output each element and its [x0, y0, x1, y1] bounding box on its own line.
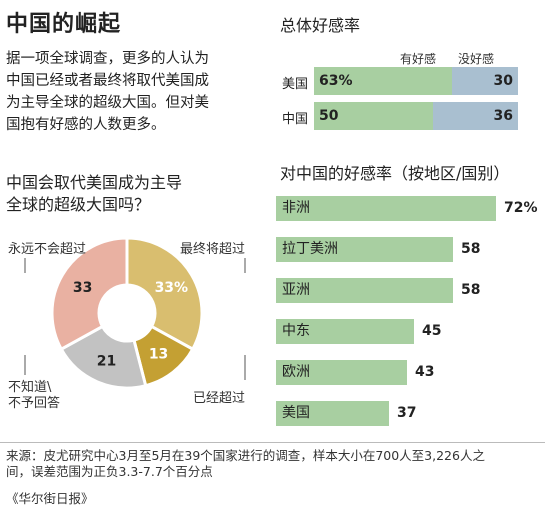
label-already: 已经超过: [193, 391, 246, 406]
region-chart-title: 对中国的好感率（按地区/国别）: [280, 164, 510, 183]
region-value-label: 45: [422, 323, 442, 339]
region-bar: 欧洲: [276, 360, 407, 385]
intro-line: 为主导全球的超级大国。但对美: [6, 95, 209, 111]
source-note: 来源：皮尤研究中心3月至5月在39个国家进行的调查，样本大小在700人至3,22…: [6, 448, 541, 480]
label-never: 永远不会超过: [8, 242, 87, 257]
intro-line: 中国已经或者最终将取代美国成: [6, 73, 209, 89]
donut-value-label: 33%: [155, 280, 189, 296]
publisher: 《华尔街日报》: [6, 491, 94, 506]
source-line: 来源：皮尤研究中心3月至5月在39个国家进行的调查，样本大小在700人至3,22…: [6, 448, 485, 463]
region-value-label: 72%: [504, 200, 538, 216]
question-line: 中国会取代美国成为主导: [6, 173, 183, 192]
region-bar: 美国: [276, 401, 389, 426]
overall-favorable-bar: 63%: [314, 67, 452, 95]
region-value-label: 37: [397, 405, 417, 421]
donut-chart: 33% 13 21 33: [24, 236, 246, 390]
label-eventually: 最终将超过: [180, 242, 246, 257]
region-value-label: 58: [461, 282, 481, 298]
favorable-legend: 有好感: [400, 52, 437, 66]
overall-unfavorable-bar: 36: [433, 102, 518, 130]
intro-line: 国抱有好感的人数更多。: [6, 117, 166, 133]
region-bar: 中东: [276, 319, 414, 344]
region-bar: 非洲: [276, 196, 496, 221]
label-dont-know-line: 不予回答: [8, 396, 61, 411]
overall-unfavorable-bar: 30: [452, 67, 518, 95]
intro-text: 据一项全球调查，更多的人认为 中国已经或者最终将取代美国成 为主导全球的超级大国…: [6, 48, 268, 136]
donut-value-label: 21: [97, 353, 116, 369]
region-value-label: 43: [415, 364, 435, 380]
source-line: 间，误差范围为正负3.3-7.7个百分点: [6, 464, 213, 479]
donut-value-label: 13: [149, 347, 168, 363]
overall-chart-title: 总体好感率: [280, 16, 361, 35]
unfavorable-legend: 没好感: [458, 52, 495, 66]
overall-row-label: 美国: [282, 77, 309, 92]
label-dont-know-line: 不知道\: [8, 380, 52, 395]
region-bar: 拉丁美洲: [276, 237, 453, 262]
donut-value-label: 33: [73, 280, 92, 296]
donut-slice: [59, 324, 148, 390]
question-line: 全球的超级大国吗？: [6, 195, 151, 214]
donut-slice: [125, 236, 204, 352]
page-title: 中国的崛起: [6, 12, 122, 37]
overall-favorable-bar: 50: [314, 102, 433, 130]
donut-question: 中国会取代美国成为主导 全球的超级大国吗？: [6, 172, 268, 216]
divider: [0, 442, 545, 443]
intro-line: 据一项全球调查，更多的人认为: [6, 51, 209, 67]
label-dont-know: 不知道\ 不予回答: [8, 380, 60, 412]
overall-row-label: 中国: [282, 112, 309, 127]
region-bar: 亚洲: [276, 278, 453, 303]
donut-slice: [50, 236, 129, 352]
region-value-label: 58: [461, 241, 481, 257]
